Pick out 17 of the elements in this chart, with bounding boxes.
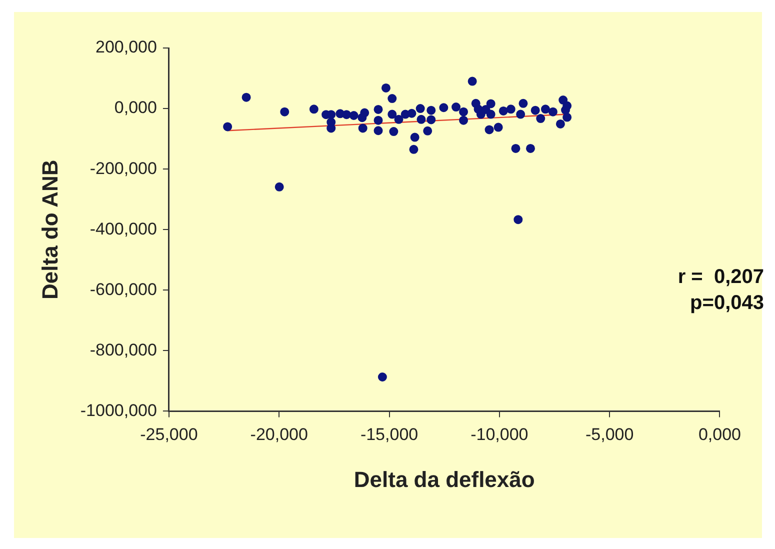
annotation: r = 0,207 bbox=[676, 265, 764, 290]
x-tick-label: -15,000 bbox=[360, 425, 418, 444]
y-tick-label: -600,000 bbox=[90, 280, 157, 299]
y-tick-label: -800,000 bbox=[90, 340, 157, 360]
y-axis-title: Delta do ANB bbox=[37, 160, 62, 300]
y-tick-label: -400,000 bbox=[90, 219, 157, 238]
x-tick-label: 0,000 bbox=[698, 425, 742, 444]
x-tick-label: -20,000 bbox=[250, 425, 308, 444]
x-tick-label: -10,000 bbox=[470, 425, 528, 444]
x-tick-label: -25,000 bbox=[140, 425, 198, 444]
x-tick-label: -5,000 bbox=[585, 425, 634, 444]
annotation: p=0,043 bbox=[689, 291, 764, 316]
y-tick-label: 200,000 bbox=[96, 38, 157, 57]
y-tick-label: -1000,000 bbox=[80, 400, 157, 420]
y-tick-label: 0,000 bbox=[114, 98, 157, 118]
y-tick-label: -200,000 bbox=[90, 158, 157, 178]
x-axis-title: Delta da deflexão bbox=[354, 466, 535, 492]
